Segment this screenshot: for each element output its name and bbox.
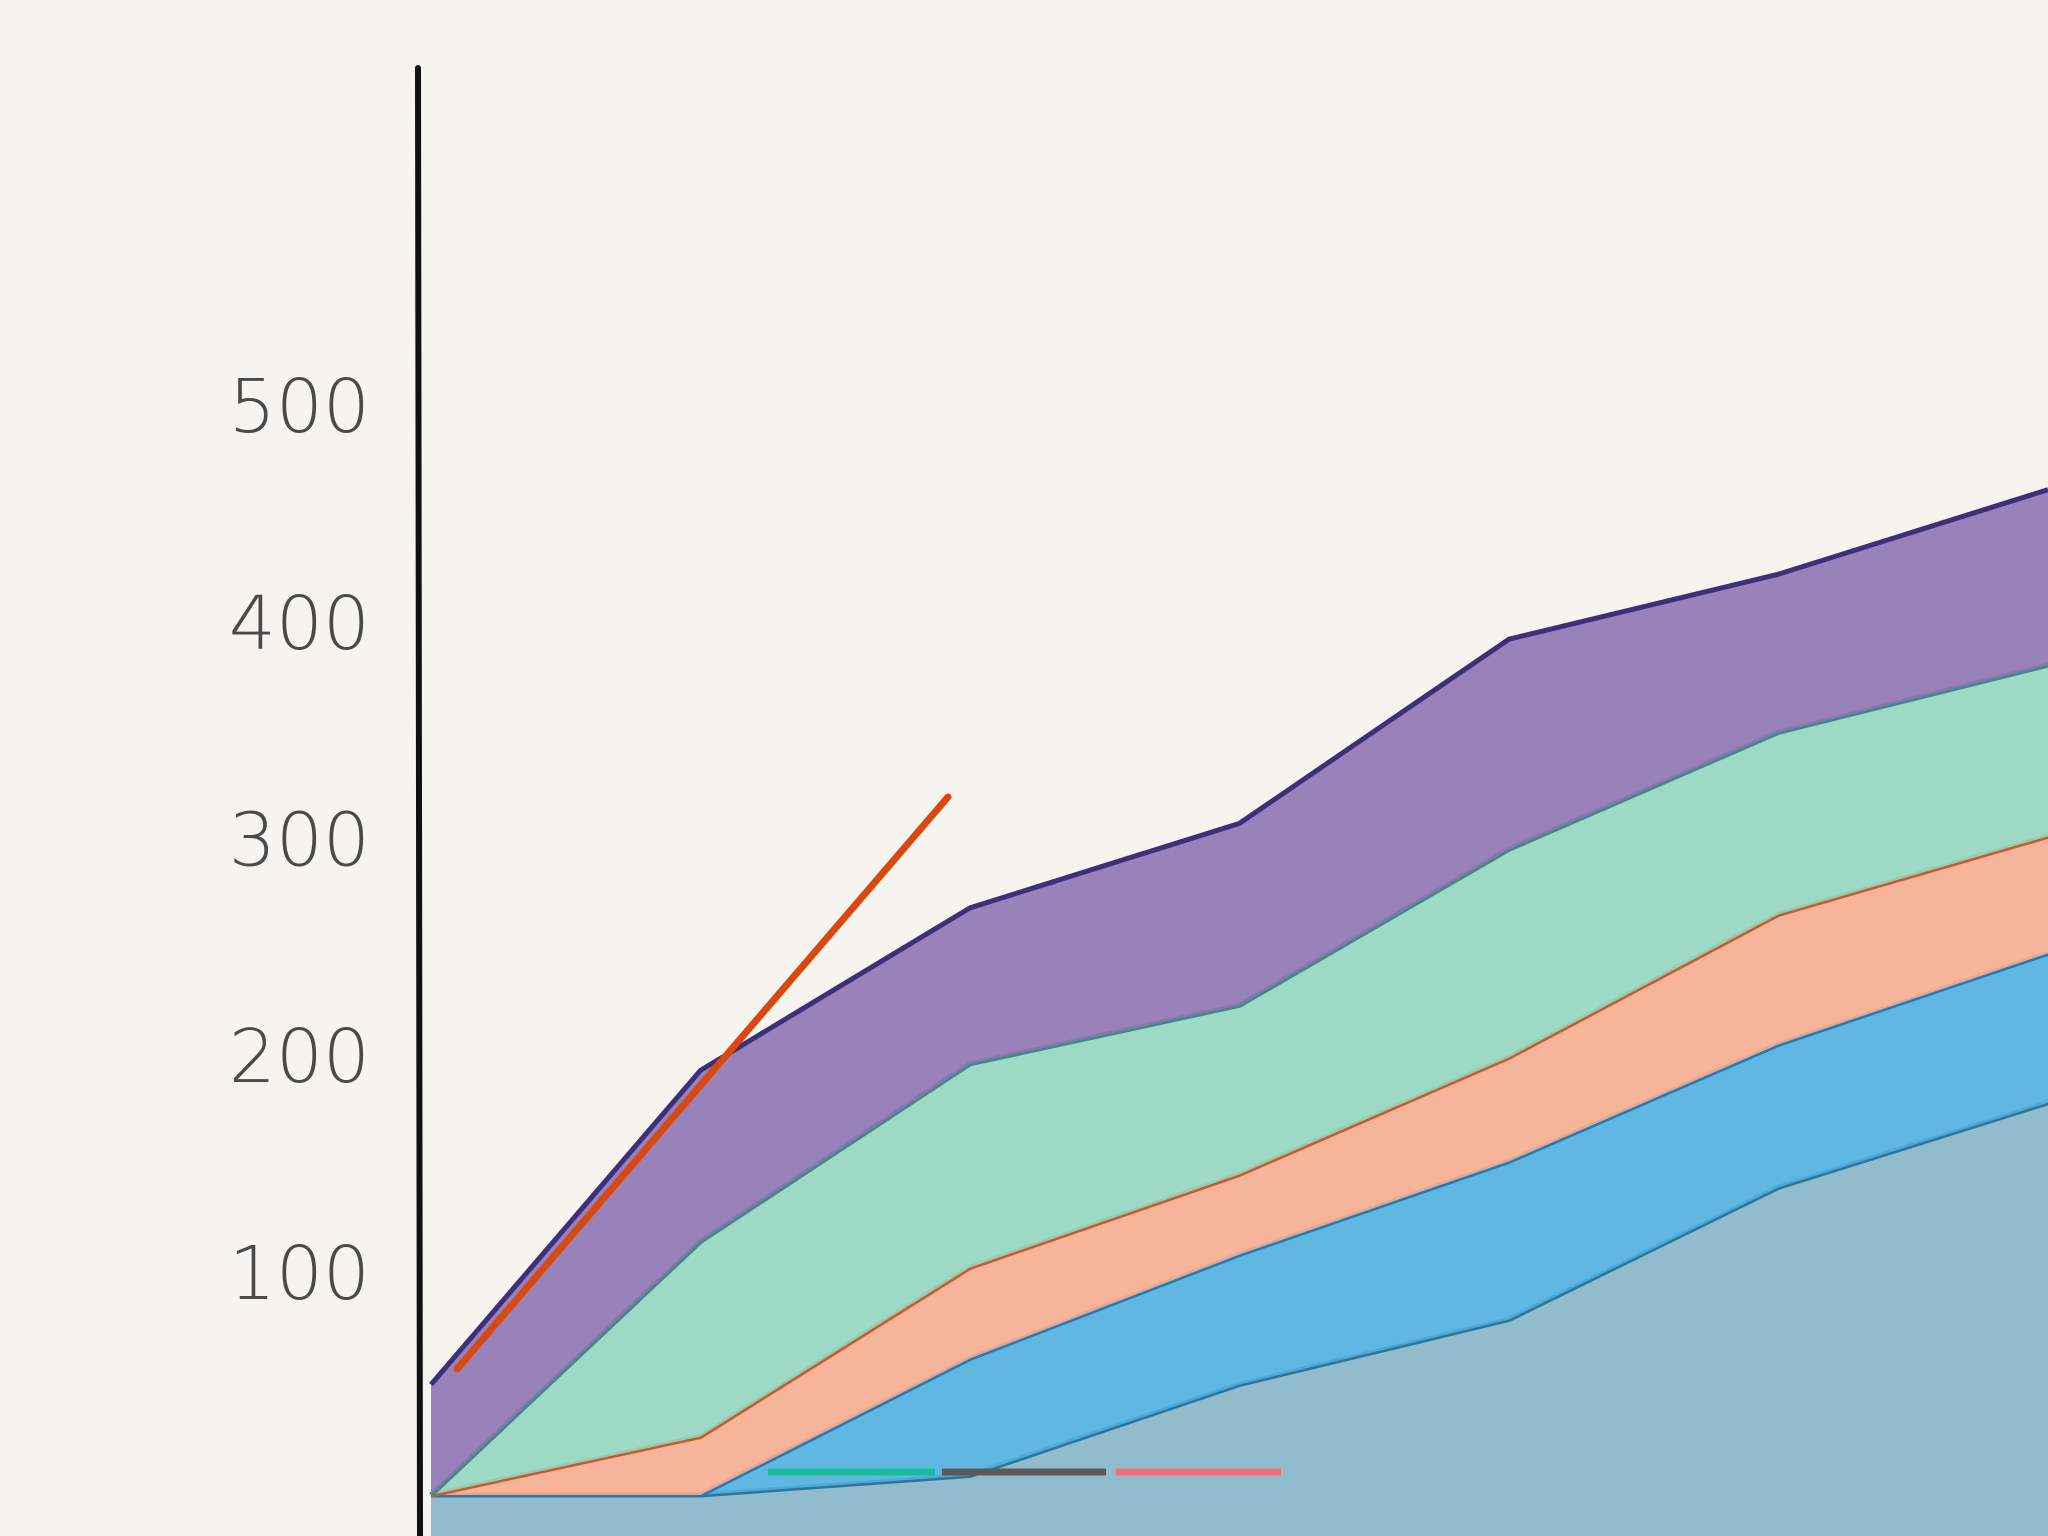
y-axis: [415, 65, 423, 1536]
area: [431, 489, 2048, 1496]
y-tick-label: 100: [229, 1231, 370, 1317]
plot-area: [429, 487, 2048, 1536]
y-tick-label: 500: [229, 364, 370, 450]
y-tick-label: 300: [229, 798, 370, 884]
area: [431, 665, 2048, 1495]
annotation-line: [453, 793, 952, 1373]
y-tick-label: 200: [229, 1014, 370, 1100]
area-edge: [429, 487, 2048, 1387]
y-tick-label: 400: [229, 581, 370, 667]
area: [431, 836, 2048, 1495]
area: [431, 1102, 2048, 1536]
